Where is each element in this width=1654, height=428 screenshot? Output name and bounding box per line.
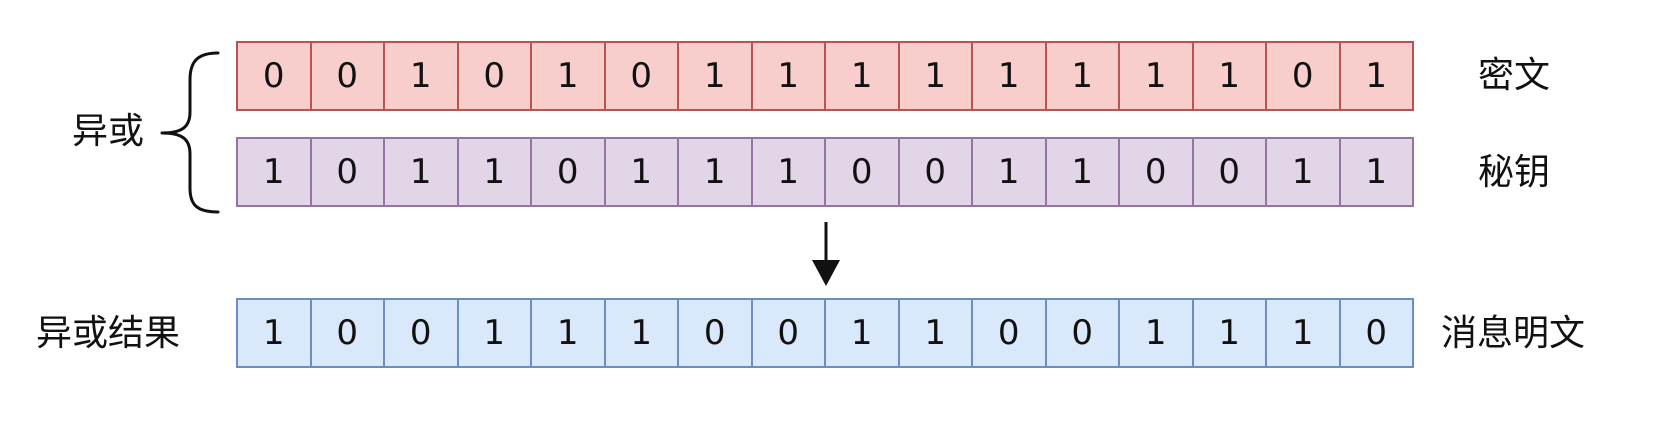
cipher-bit-cell: 1 [383,41,459,111]
result-bit-cell: 0 [1044,298,1120,368]
cipher-bit-cell: 1 [897,41,973,111]
cipher-bit-cell: 1 [824,41,900,111]
cipher-bit-cell: 1 [1338,41,1414,111]
result-bit-cell: 0 [383,298,459,368]
cipher-bit-cell: 0 [309,41,385,111]
cipher-bit-cell: 1 [1044,41,1120,111]
key-bit-row: 1 0 1 1 0 1 1 1 0 0 1 1 0 0 1 1 [236,137,1414,207]
xor-label: 异或 [72,111,145,152]
left-curly-brace-icon [160,51,220,214]
cipher-bit-cell: 1 [530,41,606,111]
key-bit-cell: 1 [383,137,459,207]
key-bit-cell: 0 [309,137,385,207]
result-bit-cell: 0 [1338,298,1414,368]
result-bit-cell: 0 [309,298,385,368]
key-bit-cell: 1 [750,137,826,207]
key-bit-cell: 1 [456,137,532,207]
cipher-bit-cell: 1 [1191,41,1267,111]
result-bit-cell: 1 [897,298,973,368]
cipher-bit-cell: 1 [971,41,1047,111]
result-bit-cell: 1 [1118,298,1194,368]
xor-result-label: 异或结果 [36,313,181,354]
key-bit-cell: 0 [824,137,900,207]
cipher-label: 密文 [1478,55,1551,96]
cipher-bit-cell: 1 [1118,41,1194,111]
cipher-bit-cell: 1 [750,41,826,111]
key-label: 秘钥 [1478,152,1551,193]
plaintext-label: 消息明文 [1441,313,1586,354]
key-bit-cell: 1 [1265,137,1341,207]
result-bit-cell: 0 [971,298,1047,368]
cipher-bit-cell: 0 [236,41,312,111]
key-bit-cell: 0 [1118,137,1194,207]
key-bit-cell: 1 [677,137,753,207]
key-bit-cell: 1 [1338,137,1414,207]
cipher-bit-cell: 1 [677,41,753,111]
result-bit-cell: 0 [677,298,753,368]
key-bit-cell: 1 [236,137,312,207]
cipher-bit-row: 0 0 1 0 1 0 1 1 1 1 1 1 1 1 0 1 [236,41,1414,111]
result-bit-cell: 1 [1265,298,1341,368]
result-bit-cell: 0 [750,298,826,368]
key-bit-cell: 0 [897,137,973,207]
result-bit-row: 1 0 0 1 1 1 0 0 1 1 0 0 1 1 1 0 [236,298,1414,368]
key-bit-cell: 1 [603,137,679,207]
arrow-down-icon [812,222,840,286]
result-bit-cell: 1 [530,298,606,368]
key-bit-cell: 1 [971,137,1047,207]
result-bit-cell: 1 [603,298,679,368]
